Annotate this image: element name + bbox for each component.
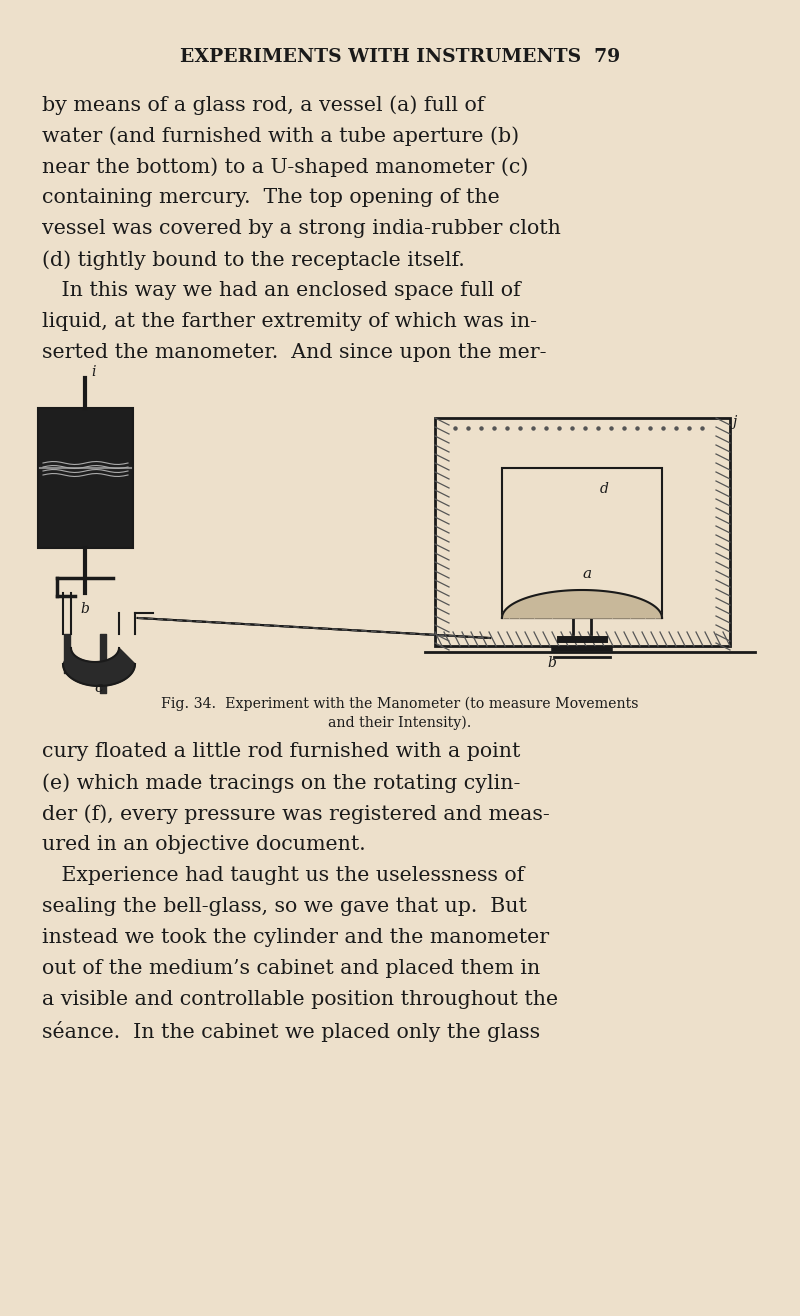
Text: near the bottom) to a U-shaped manometer (c): near the bottom) to a U-shaped manometer… <box>42 157 528 176</box>
Text: and their Intensity).: and their Intensity). <box>328 716 472 730</box>
Text: Fig. 34.  Experiment with the Manometer (to measure Movements: Fig. 34. Experiment with the Manometer (… <box>162 697 638 712</box>
Text: d: d <box>600 482 609 496</box>
Text: ured in an objective document.: ured in an objective document. <box>42 834 366 854</box>
Text: water (and furnished with a tube aperture (b): water (and furnished with a tube apertur… <box>42 126 519 146</box>
Text: serted the manometer.  And since upon the mer-: serted the manometer. And since upon the… <box>42 343 546 362</box>
Text: Experience had taught us the uselessness of: Experience had taught us the uselessness… <box>42 866 524 884</box>
Text: instead we took the cylinder and the manometer: instead we took the cylinder and the man… <box>42 928 549 948</box>
Text: j: j <box>733 415 738 429</box>
Text: by means of a glass rod, a vessel (a) full of: by means of a glass rod, a vessel (a) fu… <box>42 95 484 114</box>
Bar <box>435 418 730 646</box>
Text: b: b <box>80 601 89 616</box>
Text: (d) tightly bound to the receptacle itself.: (d) tightly bound to the receptacle itse… <box>42 250 465 270</box>
Text: i: i <box>91 365 95 379</box>
Text: liquid, at the farther extremity of which was in-: liquid, at the farther extremity of whic… <box>42 312 537 332</box>
Text: séance.  In the cabinet we placed only the glass: séance. In the cabinet we placed only th… <box>42 1021 540 1042</box>
Text: sealing the bell-glass, so we gave that up.  But: sealing the bell-glass, so we gave that … <box>42 898 527 916</box>
Bar <box>38 408 133 547</box>
Text: vessel was covered by a strong india-rubber cloth: vessel was covered by a strong india-rub… <box>42 218 561 238</box>
Text: der (f), every pressure was registered and meas-: der (f), every pressure was registered a… <box>42 804 550 824</box>
Text: cury floated a little rod furnished with a point: cury floated a little rod furnished with… <box>42 742 520 761</box>
Text: b: b <box>547 655 556 670</box>
Text: (e) which made tracings on the rotating cylin-: (e) which made tracings on the rotating … <box>42 772 520 792</box>
Text: c: c <box>94 680 103 695</box>
Text: out of the medium’s cabinet and placed them in: out of the medium’s cabinet and placed t… <box>42 959 540 978</box>
Text: a visible and controllable position throughout the: a visible and controllable position thro… <box>42 990 558 1009</box>
Text: a: a <box>582 567 591 580</box>
Bar <box>502 468 662 619</box>
Polygon shape <box>502 590 662 619</box>
Text: containing mercury.  The top opening of the: containing mercury. The top opening of t… <box>42 188 500 207</box>
Text: In this way we had an enclosed space full of: In this way we had an enclosed space ful… <box>42 282 521 300</box>
Text: EXPERIMENTS WITH INSTRUMENTS  79: EXPERIMENTS WITH INSTRUMENTS 79 <box>180 47 620 66</box>
Polygon shape <box>63 647 135 686</box>
